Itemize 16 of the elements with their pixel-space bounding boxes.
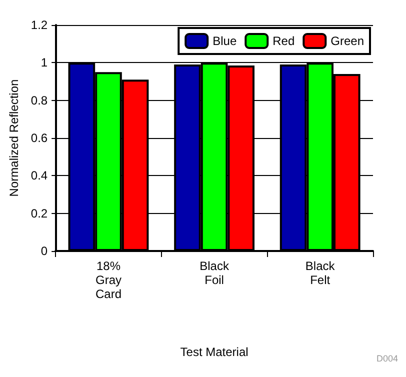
x-tick-label: 18% Gray Card bbox=[95, 259, 122, 301]
y-tick-label: 0.2 bbox=[30, 206, 48, 220]
y-tick-label: 1 bbox=[40, 56, 48, 70]
y-tick-label: 0.4 bbox=[30, 168, 48, 183]
legend-label: Green bbox=[330, 34, 364, 48]
y-axis-title: Normalized Reflection bbox=[7, 79, 21, 197]
y-tick-label: 0.6 bbox=[30, 131, 48, 145]
legend-label: Red bbox=[272, 34, 295, 48]
x-tick-label: Black Felt bbox=[305, 259, 336, 287]
y-tick-label: 0 bbox=[40, 244, 48, 258]
x-tick-label: Black Foil bbox=[200, 259, 230, 287]
y-tick-label: 0.8 bbox=[30, 93, 48, 108]
legend-label: Blue bbox=[212, 34, 237, 48]
y-tick-label: 1.2 bbox=[30, 18, 48, 32]
x-axis-title: Test Material bbox=[180, 345, 248, 359]
text: D004 bbox=[376, 354, 398, 364]
